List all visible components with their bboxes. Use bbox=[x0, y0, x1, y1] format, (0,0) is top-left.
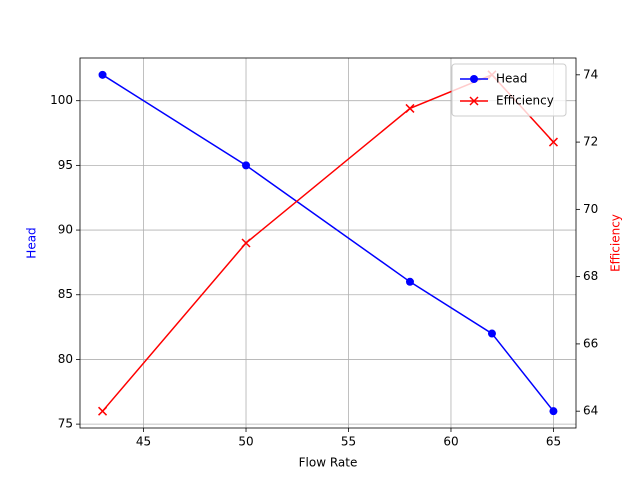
y2-tick-label: 66 bbox=[583, 336, 598, 350]
y2-axis-label: Efficiency bbox=[609, 214, 623, 272]
y-tick-label: 100 bbox=[50, 93, 73, 107]
legend-marker bbox=[470, 75, 478, 83]
data-point bbox=[405, 103, 415, 113]
y2-tick-label: 68 bbox=[583, 269, 598, 283]
y-tick-label: 95 bbox=[58, 158, 73, 172]
y-tick-label: 80 bbox=[58, 352, 73, 366]
legend-box bbox=[451, 63, 567, 117]
x-axis-label: Flow Rate bbox=[299, 456, 358, 470]
x-tick-label: 45 bbox=[136, 435, 151, 449]
data-point bbox=[487, 329, 496, 338]
y2-tick-label: 64 bbox=[583, 404, 598, 418]
legend-label: Efficiency bbox=[496, 94, 554, 108]
y-tick-label: 75 bbox=[58, 417, 73, 431]
data-point bbox=[98, 406, 108, 416]
x-tick-label: 55 bbox=[341, 435, 356, 449]
y-tick-label: 90 bbox=[58, 223, 73, 237]
data-point bbox=[549, 407, 558, 416]
data-point bbox=[98, 70, 107, 79]
x-tick-label: 65 bbox=[546, 435, 561, 449]
y-axis-label: Head bbox=[25, 227, 39, 258]
y2-tick-label: 70 bbox=[583, 202, 598, 216]
x-tick-label: 60 bbox=[443, 435, 458, 449]
data-point bbox=[548, 137, 558, 147]
legend-marker bbox=[469, 96, 479, 106]
data-point bbox=[242, 161, 251, 170]
legend-label: Head bbox=[496, 72, 527, 86]
data-point bbox=[405, 277, 414, 286]
y-tick-label: 85 bbox=[58, 287, 73, 301]
x-tick-label: 50 bbox=[238, 435, 253, 449]
y2-tick-label: 74 bbox=[583, 67, 598, 81]
plot-frame bbox=[79, 57, 577, 429]
data-point bbox=[241, 238, 251, 248]
y2-tick-label: 72 bbox=[583, 135, 598, 149]
